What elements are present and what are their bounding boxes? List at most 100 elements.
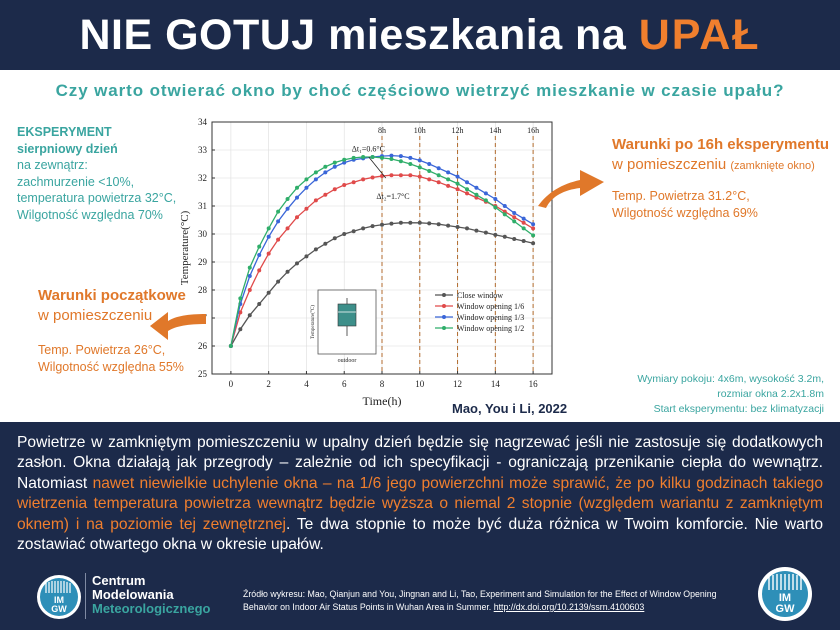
data-point: [502, 234, 507, 239]
logo-text-gw: GW: [51, 604, 67, 614]
legend-swatch-marker: [442, 304, 446, 308]
data-point: [285, 226, 290, 231]
data-point: [531, 222, 536, 227]
arrow-right-icon: [538, 170, 604, 208]
data-point: [276, 209, 281, 214]
data-point: [304, 177, 309, 182]
data-point: [266, 226, 271, 231]
data-point: [436, 173, 441, 178]
experiment-subtitle: sierpniowy dzień: [17, 141, 118, 156]
annotation-arrow: [368, 156, 387, 179]
data-point: [417, 220, 422, 225]
data-point: [304, 206, 309, 211]
data-point: [247, 274, 252, 278]
data-point: [436, 222, 441, 227]
data-point: [512, 211, 517, 215]
legend-label: Window opening 1/2: [457, 324, 524, 333]
data-point: [493, 197, 498, 201]
source-line1: Źródło wykresu: Mao, Qianjun and You, Ji…: [243, 589, 717, 599]
data-point: [446, 183, 451, 188]
data-point: [417, 158, 422, 163]
data-point: [436, 180, 441, 185]
subtitle: Czy warto otwierać okno by choć częściow…: [55, 81, 785, 100]
initial-subtitle: w pomieszczeniu: [38, 307, 153, 324]
data-point: [313, 247, 318, 252]
legend-label: Window opening 1/6: [457, 302, 524, 311]
data-point: [342, 232, 347, 236]
imgw-logo-right-icon: IM GW: [758, 567, 812, 621]
x-tick-label: 10: [415, 379, 425, 389]
data-point: [342, 157, 347, 162]
y-tick-label: 28: [198, 285, 208, 295]
body-text: Powietrze w zamkniętym pomieszczeniu w u…: [17, 433, 823, 555]
x-axis-label: Time(h): [363, 394, 402, 408]
hour-marker-label: 10h: [414, 126, 426, 135]
body-part1: Powietrze w zamkniętym pomieszczeniu w u…: [17, 434, 823, 492]
initial-conditions: Warunki początkowe w pomieszczeniu Temp.…: [38, 286, 208, 375]
data-point: [266, 251, 271, 256]
data-point: [342, 183, 347, 187]
data-point: [389, 221, 394, 226]
x-tick-label: 2: [266, 379, 271, 389]
experiment-line4: Wilgotność względna 70%: [17, 207, 163, 222]
chart-citation: Mao, You i Li, 2022: [452, 401, 568, 416]
legend-swatch-marker: [442, 326, 446, 330]
body-part2-highlight: nawet niewielkie uchylenie okna – na 1/6…: [17, 474, 823, 533]
data-point: [408, 162, 413, 166]
after16-line2: Wilgotność względna 69%: [612, 205, 758, 220]
data-point: [446, 170, 451, 175]
data-point: [455, 181, 460, 186]
data-point: [295, 215, 299, 220]
legend-swatch-marker: [442, 293, 446, 297]
imgw-logo-icon: IM GW: [37, 575, 81, 619]
data-point: [370, 175, 375, 180]
data-point: [408, 220, 413, 225]
x-tick-label: 4: [304, 379, 309, 389]
data-point: [389, 173, 394, 178]
data-point: [531, 226, 536, 231]
experiment-line1: na zewnątrz:: [17, 158, 88, 172]
x-tick-label: 14: [491, 379, 501, 389]
data-point: [521, 220, 526, 225]
legend-label: Close window: [457, 291, 503, 300]
data-point: [351, 229, 356, 234]
data-point: [257, 268, 262, 273]
logo-right-text-gw: GW: [776, 603, 796, 615]
experiment-info: EKSPERYMENT sierpniowy dzień na zewnątrz…: [17, 124, 197, 223]
data-point: [380, 222, 384, 227]
source-link[interactable]: http://dx.doi.org/10.2139/ssrn.4100603: [493, 602, 645, 612]
data-point: [361, 226, 366, 231]
y-tick-label: 34: [198, 117, 208, 127]
data-point: [295, 261, 299, 266]
x-tick-label: 0: [229, 379, 234, 389]
data-point: [512, 219, 517, 224]
data-point: [257, 253, 262, 257]
legend-label: Window opening 1/3: [457, 313, 524, 322]
x-tick-label: 8: [380, 379, 385, 389]
data-point: [313, 177, 318, 182]
annotation-dt2: Δt₂=1.7°C: [376, 192, 409, 201]
data-point: [427, 162, 432, 166]
y-tick-label: 30: [198, 229, 208, 239]
data-point: [276, 237, 281, 242]
x-tick-label: 6: [342, 379, 347, 389]
org-line3: Meteorologicznego: [92, 601, 211, 616]
page-title: NIE GOTUJ mieszkania na UPAŁ: [79, 11, 760, 60]
data-point: [483, 230, 488, 235]
initial-line2: Wilgotność względna 55%: [38, 359, 184, 374]
logo-right-text-im: IM: [779, 592, 791, 604]
data-point: [465, 180, 469, 185]
y-tick-label: 29: [198, 257, 208, 267]
data-point: [531, 241, 536, 246]
data-point: [323, 192, 328, 197]
data-point: [427, 221, 432, 226]
data-point: [521, 239, 526, 243]
data-point: [285, 269, 290, 274]
data-point: [276, 219, 281, 224]
legend-swatch-marker: [442, 315, 446, 319]
data-point: [427, 169, 432, 173]
after16-line1: Temp. Powietrza 31.2°C,: [612, 189, 750, 203]
title-highlight: UPAŁ: [638, 10, 761, 59]
data-point: [304, 185, 309, 190]
annotation-dt1: Δt₁=0.6°C: [352, 144, 385, 153]
